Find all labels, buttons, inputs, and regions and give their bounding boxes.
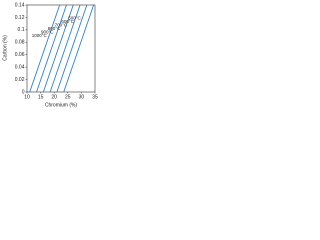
y-tick-label: 0.14 bbox=[15, 2, 25, 8]
x-tick-label: 10 bbox=[24, 94, 30, 100]
y-tick-label: 0.06 bbox=[15, 52, 25, 58]
series-label: 900°C bbox=[41, 30, 54, 35]
plot-frame bbox=[26, 4, 96, 93]
series-line bbox=[56, 5, 88, 92]
y-axis-label: Carbon (%) bbox=[2, 35, 8, 61]
x-tick-label: 15 bbox=[38, 94, 44, 100]
series-label: 1000°C bbox=[32, 33, 48, 38]
y-tick-label: 0.08 bbox=[15, 40, 25, 46]
plot-area bbox=[29, 5, 95, 92]
x-axis-label: Chromium (%) bbox=[45, 102, 78, 108]
y-tick-label: 0 bbox=[22, 89, 25, 95]
series-line bbox=[36, 5, 67, 92]
series-label: 700°C bbox=[55, 23, 68, 28]
series-line bbox=[29, 5, 61, 92]
y-tick-label: 0.02 bbox=[15, 77, 25, 83]
chart: Chromium (%) Carbon (%) 0 0.02 0.04 0.06 0.0… bbox=[2, 2, 98, 108]
x-tick-label: 20 bbox=[51, 94, 57, 100]
x-tick-label: 35 bbox=[92, 94, 98, 100]
x-tick-label: 30 bbox=[79, 94, 85, 100]
series-label: 500°C bbox=[68, 16, 81, 21]
series-line bbox=[42, 5, 74, 92]
y-tick-label: 0.04 bbox=[15, 64, 25, 70]
y-tick-label: 0.1 bbox=[18, 27, 25, 33]
x-tick-label: 25 bbox=[65, 94, 71, 100]
y-tick-label: 0.12 bbox=[15, 15, 25, 21]
series-label: 600°C bbox=[61, 19, 74, 24]
series-label: 800°C bbox=[48, 26, 61, 31]
series-line bbox=[49, 5, 81, 92]
series-line bbox=[63, 5, 95, 92]
